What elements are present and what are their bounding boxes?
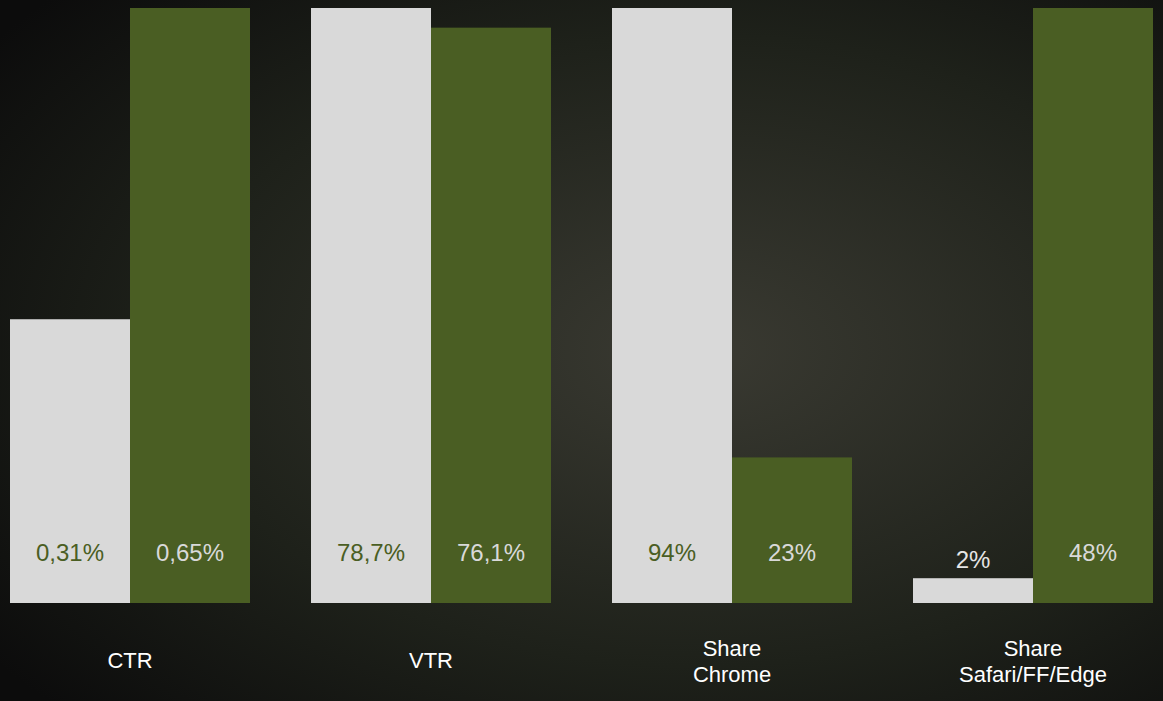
bar [10, 319, 130, 603]
data-label: 0,65% [156, 539, 224, 566]
bar [612, 8, 732, 603]
data-label: 78,7% [337, 539, 405, 566]
chart: 0,31%0,65%CTR78,7%76,1%VTR94%23%ShareChr… [0, 0, 1163, 701]
data-label: 0,31% [36, 539, 104, 566]
bar [130, 8, 250, 603]
bar [311, 8, 431, 603]
bar [913, 578, 1033, 603]
data-label: 76,1% [457, 539, 525, 566]
data-label: 94% [648, 539, 696, 566]
labels: 2% 48% ShareSafari/FF/Edge [956, 539, 1117, 687]
labels: 94% 23% ShareChrome [648, 539, 816, 687]
bar [431, 28, 551, 603]
category-label: ShareChrome [693, 636, 771, 687]
category-label-line: CTR [107, 648, 152, 673]
data-label: 48% [1069, 539, 1117, 566]
data-label: 23% [768, 539, 816, 566]
category-label: CTR [107, 648, 152, 673]
category-label-line: Safari/FF/Edge [959, 662, 1107, 687]
labels: 0,31% 0,65% CTR [36, 539, 224, 673]
category-label-line: Share [703, 636, 762, 661]
page: {"chart_data": [ {"type": "bar", "catego… [0, 0, 1163, 701]
labels: 78,7% 76,1% VTR [337, 539, 525, 673]
data-label: 2% [956, 546, 991, 573]
category-label-line: Share [1004, 636, 1063, 661]
bars [612, 8, 852, 603]
background [0, 0, 1163, 701]
category-label-line: Chrome [693, 662, 771, 687]
bars [913, 8, 1153, 603]
category-label: VTR [409, 648, 453, 673]
category-label-line: VTR [409, 648, 453, 673]
bars [311, 8, 551, 603]
category-label: ShareSafari/FF/Edge [959, 636, 1107, 687]
bar [732, 457, 852, 603]
bars [10, 8, 250, 603]
bar [1033, 8, 1153, 603]
